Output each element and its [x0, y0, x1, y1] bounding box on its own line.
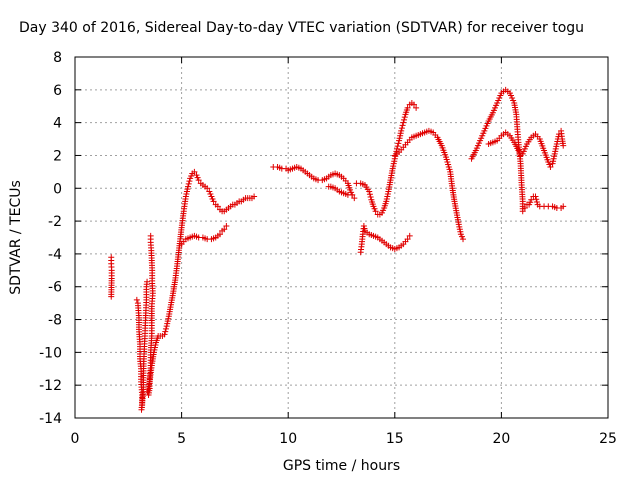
data-point-marker [195, 177, 202, 184]
x-tick-label: 0 [71, 431, 80, 447]
series-arc-15to18h [391, 127, 467, 243]
data-point-marker [521, 204, 528, 211]
data-point-marker [460, 236, 467, 243]
axis-ticks: 0 5 10 15 20 25 -14 -12 -10 -8 -6 -4 -2 0 2 4 6 8 [39, 50, 617, 447]
series-lower-branch-5h [178, 223, 230, 248]
data-point-marker [184, 183, 191, 190]
data-point-marker [147, 232, 154, 239]
y-tick-label: 4 [53, 116, 62, 132]
data-point-marker [223, 223, 230, 230]
y-tick-label: 2 [53, 148, 62, 164]
data-point-marker [185, 180, 192, 187]
data-point-marker [367, 194, 374, 201]
data-point-marker [186, 178, 193, 185]
data-point-marker [351, 195, 358, 202]
series-mid-day-arc [270, 163, 358, 202]
grid-lines [75, 57, 608, 418]
series-mid-day-lower [325, 183, 356, 198]
series-arc-18to21h [468, 86, 526, 215]
y-tick-label: 8 [53, 50, 62, 66]
data-point-marker [108, 293, 115, 300]
data-point-marker [532, 193, 539, 200]
data-point-marker [401, 114, 408, 121]
data-point-marker [162, 328, 169, 335]
y-tick-label: -10 [39, 345, 62, 361]
data-point-marker [399, 122, 406, 129]
data-points [108, 86, 567, 413]
data-point-marker [349, 191, 356, 198]
series-early-scatter-1 [108, 254, 115, 300]
data-point-marker [221, 226, 228, 233]
data-point-marker [398, 127, 405, 134]
data-point-marker [528, 196, 535, 203]
series-arc-19to23h [485, 127, 567, 170]
data-point-marker [560, 203, 567, 210]
plot-frame [74, 56, 609, 419]
y-tick-label: -12 [39, 378, 62, 394]
series-big-arc-13to16h [353, 99, 420, 218]
data-point-marker [400, 119, 407, 126]
x-tick-label: 10 [279, 431, 297, 447]
data-point-marker [547, 163, 554, 170]
data-point-marker [406, 232, 413, 239]
x-tick-label: 15 [386, 431, 404, 447]
data-point-marker [204, 185, 211, 192]
series-early-scatter-2 [133, 278, 151, 413]
data-point-marker [413, 104, 420, 111]
data-point-marker [410, 101, 417, 108]
data-point-marker [366, 188, 373, 195]
y-tick-label: -14 [39, 411, 62, 427]
x-tick-label: 20 [492, 431, 510, 447]
x-axis-label: GPS time / hours [283, 458, 400, 474]
data-point-marker [191, 168, 198, 175]
data-point-marker [162, 325, 169, 332]
data-point-marker [372, 208, 379, 215]
data-point-marker [214, 203, 221, 210]
y-axis-label: SDTVAR / TECUs [8, 180, 24, 295]
y-tick-label: 0 [53, 181, 62, 197]
data-point-marker [404, 236, 411, 243]
chart-title: Day 340 of 2016, Sidereal Day-to-day VTE… [19, 20, 584, 36]
series-lower-branch-21h [521, 193, 567, 211]
x-tick-label: 25 [599, 431, 617, 447]
data-point-marker [404, 104, 411, 111]
y-tick-label: -4 [48, 247, 62, 263]
data-point-marker [560, 142, 567, 149]
data-point-marker [144, 278, 151, 285]
y-tick-label: 6 [53, 83, 62, 99]
data-point-marker [401, 116, 408, 123]
data-point-marker [366, 191, 373, 198]
y-tick-label: -6 [48, 280, 62, 296]
data-point-marker [210, 198, 217, 205]
data-point-marker [519, 208, 526, 215]
data-point-marker [395, 140, 402, 147]
data-point-marker [161, 331, 168, 338]
y-tick-label: -2 [48, 214, 62, 230]
data-point-marker [398, 125, 405, 132]
y-tick-label: -8 [48, 313, 62, 329]
data-point-marker [133, 296, 140, 303]
series-rise-to-peak [144, 168, 258, 395]
data-point-marker [394, 143, 401, 150]
data-point-marker [216, 231, 223, 238]
x-tick-label: 5 [177, 431, 186, 447]
data-point-marker [251, 193, 258, 200]
data-point-marker [533, 196, 540, 203]
data-point-marker [533, 198, 540, 205]
series-lower-branch-13h [357, 223, 413, 256]
